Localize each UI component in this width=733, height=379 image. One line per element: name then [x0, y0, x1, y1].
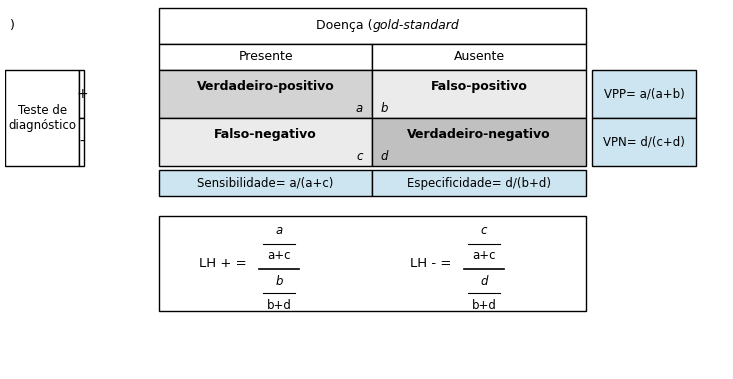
Text: -: - [79, 135, 84, 149]
Bar [592, 70, 696, 118]
Text: d: d [380, 150, 388, 163]
Bar [159, 44, 372, 70]
Text: Presente: Presente [238, 50, 293, 64]
Bar [159, 118, 372, 166]
Text: b+d: b+d [267, 299, 292, 312]
Text: Doença (: Doença ( [316, 19, 372, 33]
Bar [79, 70, 84, 118]
Text: LH - =: LH - = [410, 257, 452, 270]
Text: a+c: a+c [473, 249, 496, 262]
Text: Ausente: Ausente [454, 50, 505, 64]
Bar [372, 118, 586, 166]
Bar [79, 118, 84, 166]
Text: Sensibilidade= a/(a+c): Sensibilidade= a/(a+c) [197, 177, 334, 190]
Text: b+d: b+d [472, 299, 497, 312]
Text: +: + [76, 87, 88, 101]
Bar [592, 118, 696, 166]
Text: Teste de
diagnóstico: Teste de diagnóstico [8, 104, 76, 132]
Text: Verdadeiro-positivo: Verdadeiro-positivo [196, 80, 334, 93]
Text: VPN= d/(c+d): VPN= d/(c+d) [603, 136, 685, 149]
Bar [372, 44, 586, 70]
Text: Falso-negativo: Falso-negativo [214, 128, 317, 141]
Bar [372, 170, 586, 196]
Text: ): ) [10, 19, 15, 33]
Text: a: a [356, 102, 363, 116]
Text: gold-standard: gold-standard [372, 19, 459, 33]
Text: Falso-positivo: Falso-positivo [431, 80, 528, 93]
Bar [372, 70, 586, 118]
Text: VPP= a/(a+b): VPP= a/(a+b) [604, 88, 685, 100]
Bar [159, 8, 586, 44]
Bar [159, 216, 586, 311]
Text: Especificidade= d/(b+d): Especificidade= d/(b+d) [408, 177, 551, 190]
Bar [159, 170, 372, 196]
Text: LH + =: LH + = [199, 257, 246, 270]
Text: a+c: a+c [268, 249, 291, 262]
Text: Verdadeiro-negativo: Verdadeiro-negativo [408, 128, 551, 141]
Bar [5, 70, 79, 166]
Text: d: d [480, 275, 488, 288]
Text: b: b [276, 275, 283, 288]
Text: c: c [356, 150, 363, 163]
Text: b: b [380, 102, 388, 116]
Bar [159, 70, 372, 118]
Text: a: a [276, 224, 283, 237]
Text: c: c [481, 224, 487, 237]
